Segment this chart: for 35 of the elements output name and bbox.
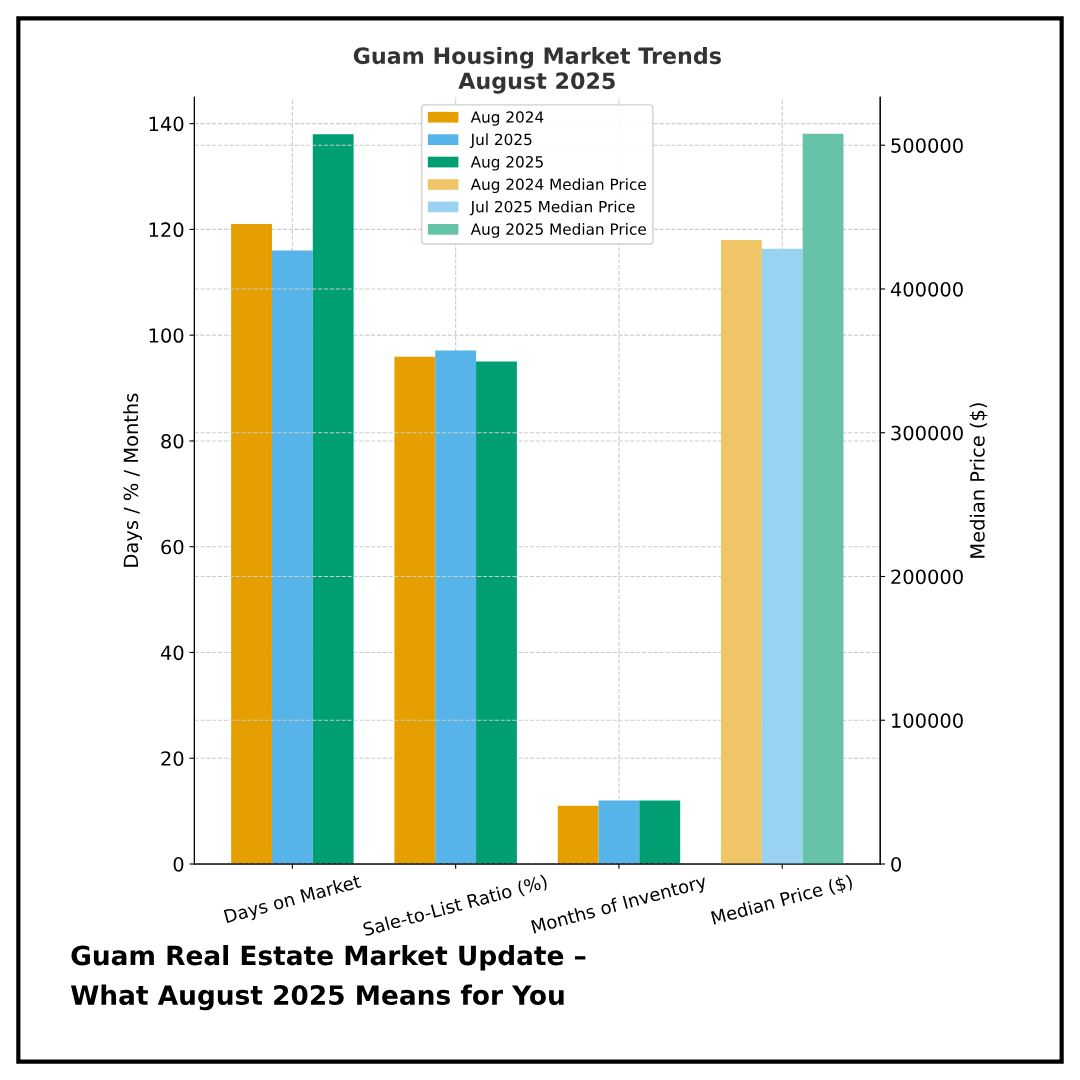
y-tick-label: 20 (161, 751, 184, 766)
bar (271, 250, 313, 864)
y-tick-label: 100 (149, 328, 184, 343)
y-axis-title: Days / % / Months (123, 393, 143, 567)
y2-tick-label: 500000 (891, 138, 963, 153)
legend-label: Aug 2025 Median Price (470, 223, 646, 238)
y2-tick-label: 100000 (892, 713, 963, 728)
bar (435, 350, 477, 864)
y2-axis-title: Median Price ($) (969, 403, 988, 558)
legend-label: Aug 2024 Median Price (470, 178, 646, 194)
bar (312, 134, 354, 864)
legend-label: Aug 2024 (470, 111, 544, 126)
bar (394, 356, 436, 864)
bar (231, 224, 272, 864)
legend-label: Jul 2025 (469, 133, 532, 149)
y-tick-label: 60 (161, 539, 184, 555)
legend-label: Jul 2025 Median Price (469, 200, 635, 216)
y-tick-label: 40 (160, 645, 184, 661)
y2-tick-label: 0 (891, 856, 901, 872)
y-tick-label: 140 (149, 116, 184, 132)
text: Guam Real Estate Market Update – What August 2025 Means for You (70, 945, 586, 1011)
bar (557, 805, 599, 864)
x-tick-label: Days on Market (223, 873, 363, 927)
y-tick-label: 80 (161, 433, 184, 449)
legend-label: Aug 2025 (470, 156, 543, 171)
y2-tick-label: 400000 (890, 281, 963, 297)
bar (598, 800, 640, 864)
x-tick-label: Median Price ($) (710, 874, 854, 928)
y-tick-label: 0 (173, 856, 184, 872)
bar (476, 361, 517, 864)
bar (639, 800, 681, 864)
y2-tick-label: 200000 (891, 569, 963, 585)
y-tick-label: 120 (149, 222, 184, 238)
chart-title: Guam Housing Market Trends August 2025 (353, 46, 721, 94)
y2-tick-label: 300000 (891, 425, 963, 441)
